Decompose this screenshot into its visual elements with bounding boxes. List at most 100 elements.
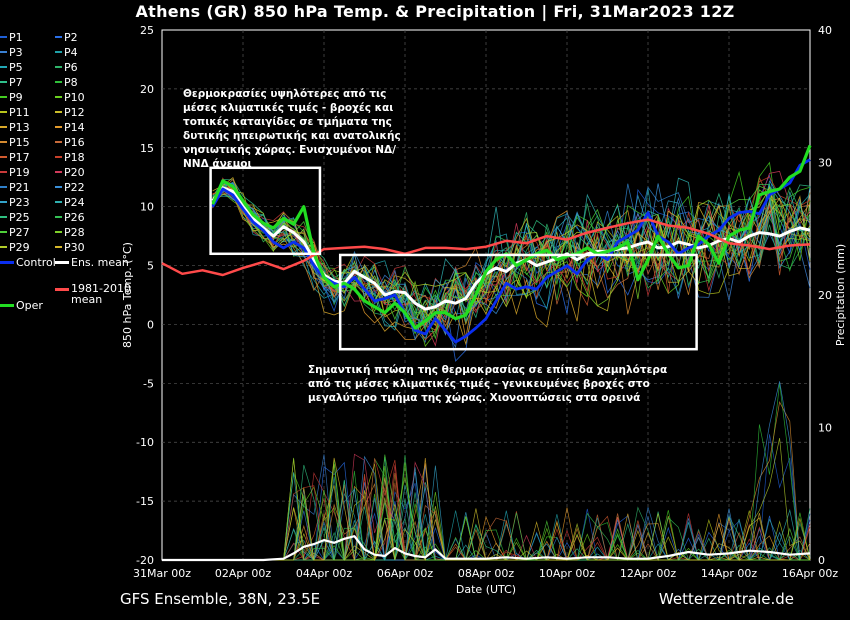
legend-item-p5: P5 [0,61,23,74]
legend-swatch [55,201,62,203]
legend-label: P15 [9,136,30,149]
y-tick-label: -10 [136,436,154,449]
legend-item-p26: P26 [55,211,85,224]
legend-label: P18 [64,151,85,164]
legend-swatch [0,81,7,83]
legend-swatch [55,51,62,53]
y-tick-label: -15 [136,495,154,508]
legend-swatch [55,260,69,264]
x-tick-label: 08Apr 00z [458,567,515,580]
site-credit: Wetterzentrale.de [658,590,794,608]
legend-label: P29 [9,241,30,254]
legend-label: P11 [9,106,30,119]
legend-swatch [0,246,7,248]
y-tick-label: 20 [140,83,154,96]
legend-item-p22: P22 [55,181,85,194]
legend-label: P6 [64,61,78,74]
legend-label: P5 [9,61,23,74]
model-info: GFS Ensemble, 38N, 23.5E [120,590,321,608]
legend-item-p11: P11 [0,106,30,119]
legend-item-p25: P25 [0,211,30,224]
legend-item-p16: P16 [55,136,85,149]
legend-item-p29: P29 [0,241,30,254]
annotation-box [209,166,322,256]
x-tick-label: 14Apr 00z [701,567,758,580]
legend-label: P25 [9,211,30,224]
legend-item-p20: P20 [55,166,85,179]
legend-swatch [55,216,62,218]
legend-item-oper: Oper [0,299,43,312]
legend-label: P19 [9,166,30,179]
x-tick-label: 06Apr 00z [377,567,434,580]
legend-swatch [0,141,7,143]
legend-swatch [55,186,62,188]
chart-title: Athens (GR) 850 hPa Temp. & Precipitatio… [135,2,735,21]
legend-label: 1981-2010 mean [71,282,131,306]
legend-label: Ens. mean [71,256,129,269]
legend-item-p6: P6 [55,61,78,74]
y2-tick-label: 40 [818,24,832,37]
legend-item-p7: P7 [0,76,23,89]
member-precip-line [212,381,810,561]
legend-item-p23: P23 [0,196,30,209]
legend-swatch [55,171,62,173]
legend-item-p14: P14 [55,121,85,134]
legend-swatch [0,111,7,113]
y-tick-label: 10 [140,201,154,214]
legend-swatch [0,186,7,188]
legend-swatch [0,66,7,68]
legend-label: P27 [9,226,30,239]
legend-swatch [0,126,7,128]
annotation-top: Θερμοκρασίες υψηλότερες από τις μέσες κλ… [183,88,401,170]
x-axis-label: Date (UTC) [456,583,516,596]
legend-swatch [55,126,62,128]
legend-label: P4 [64,46,78,59]
legend-swatch [0,216,7,218]
legend-item-1981-2010-mean: 1981-2010 mean [55,283,141,305]
member-precip-line [212,457,810,561]
legend-swatch [55,141,62,143]
legend-swatch [0,51,7,53]
legend-item-ens-mean: Ens. mean [55,256,129,269]
legend-swatch [55,81,62,83]
legend: P1 P2 P3 P4 P5 P6 P7 P8 P9 P10 P11 P12 P13 P14 P15 P16 P… [0,31,135,321]
annotation-box [338,253,698,351]
legend-item-p27: P27 [0,226,30,239]
legend-item-p24: P24 [55,196,85,209]
legend-label: P16 [64,136,85,149]
legend-swatch [55,287,69,291]
legend-swatch [0,96,7,98]
legend-item-p1: P1 [0,31,23,44]
x-tick-label: 10Apr 00z [539,567,596,580]
legend-item-p8: P8 [55,76,78,89]
legend-label: P7 [9,76,23,89]
y-tick-label: 0 [147,318,154,331]
legend-label: P10 [64,91,85,104]
legend-swatch [0,201,7,203]
legend-label: P3 [9,46,23,59]
legend-item-p10: P10 [55,91,85,104]
legend-label: P13 [9,121,30,134]
legend-label: P24 [64,196,85,209]
legend-swatch [55,231,62,233]
legend-swatch [55,36,62,38]
y-tick-label: -5 [143,377,154,390]
x-tick-label: 31Mar 00z [133,567,191,580]
legend-label: P23 [9,196,30,209]
legend-item-control: Control [0,256,56,269]
legend-item-p12: P12 [55,106,85,119]
legend-item-p2: P2 [55,31,78,44]
x-tick-label: 12Apr 00z [620,567,677,580]
annotation-bottom: Σημαντική πτώση της θερμοκρασίας σε επίπ… [308,364,668,404]
series-oper [211,144,812,330]
legend-label: P1 [9,31,23,44]
legend-item-p4: P4 [55,46,78,59]
legend-label: P9 [9,91,23,104]
legend-label: P22 [64,181,85,194]
y2-tick-label: 30 [818,157,832,170]
y2-tick-label: 0 [818,554,825,567]
legend-label: P20 [64,166,85,179]
x-tick-label: 16Apr 00z [782,567,839,580]
legend-label: P21 [9,181,30,194]
